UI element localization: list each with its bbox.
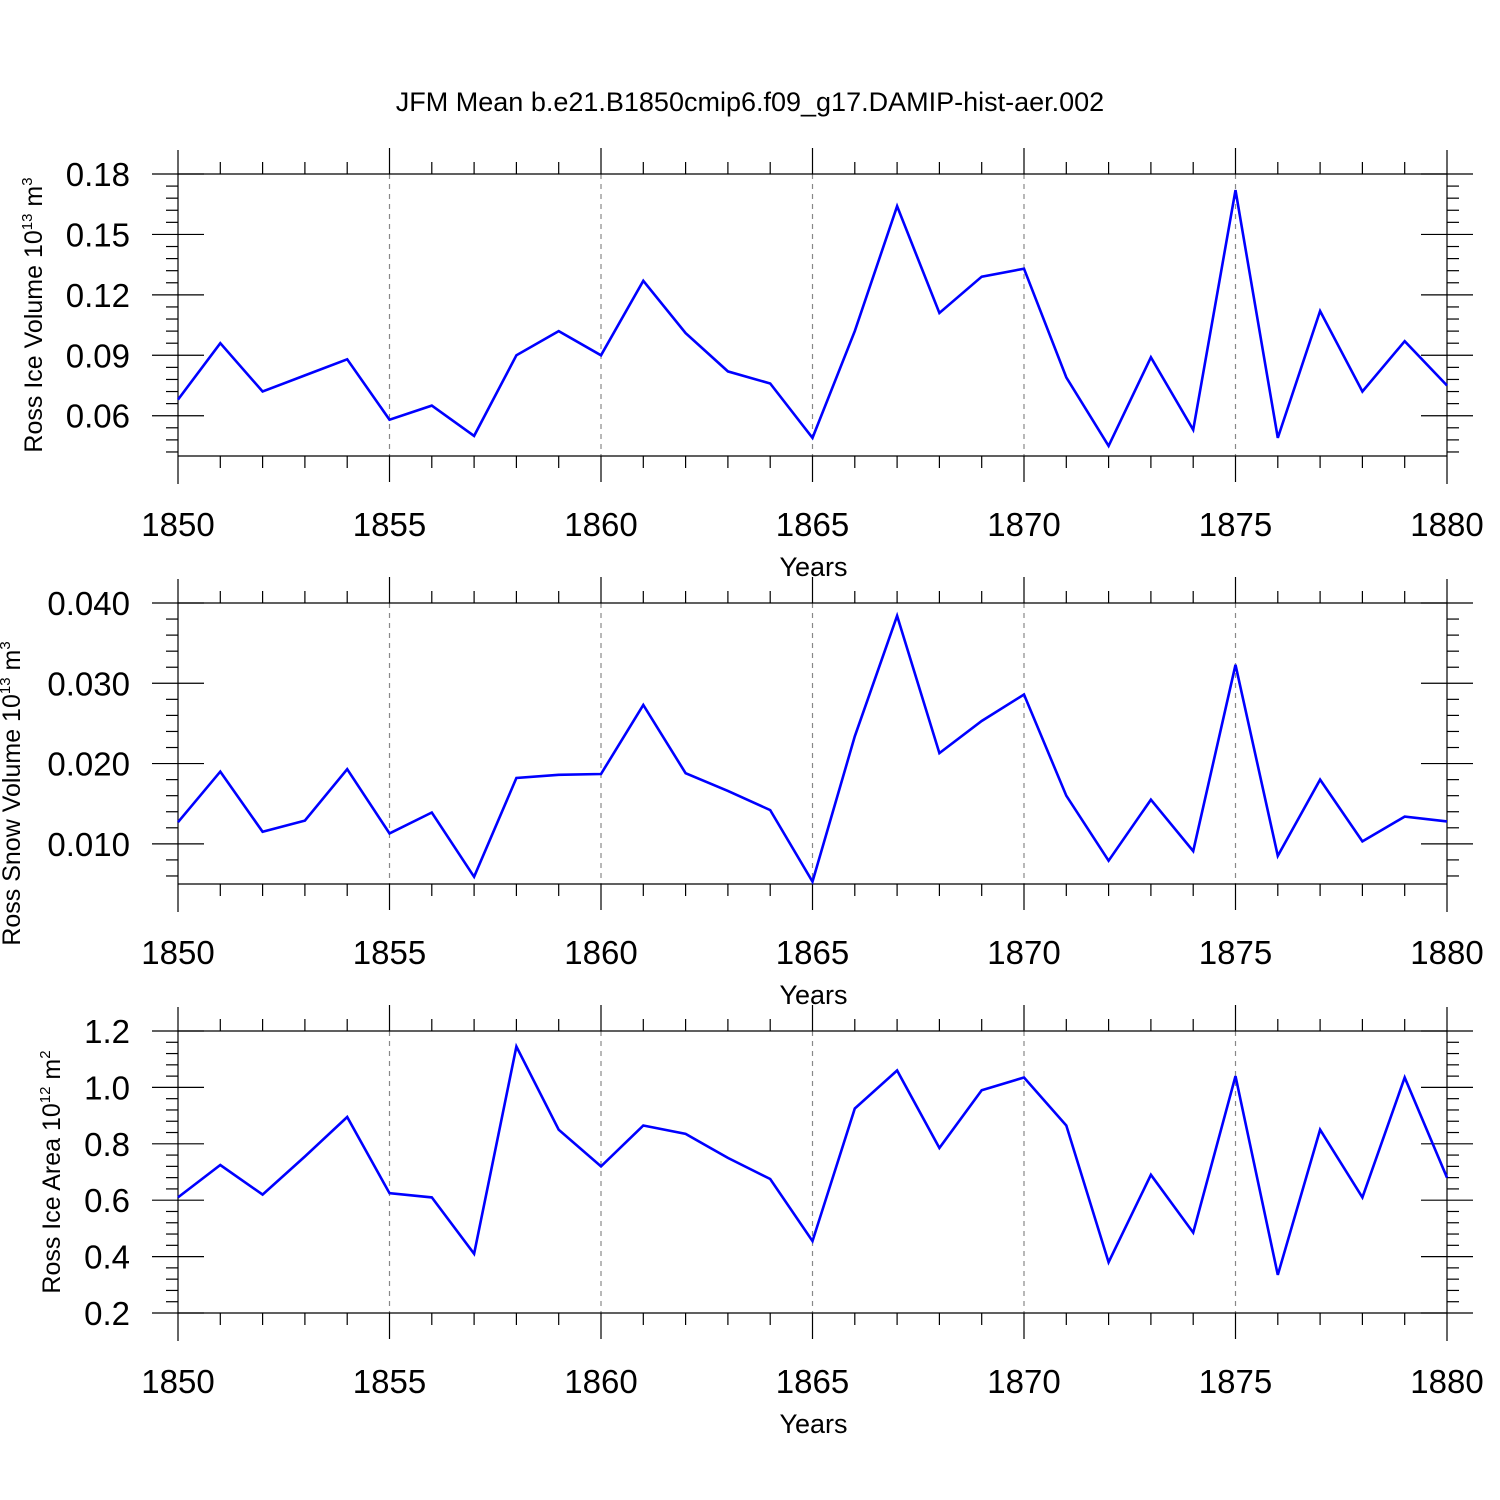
series-line-3	[177, 1042, 1449, 1276]
x-tick-label: 1855	[353, 1363, 426, 1400]
x-tick-label: 1860	[564, 506, 637, 543]
y-tick-label: 0.15	[66, 216, 130, 253]
x-tick-label: 1870	[987, 1363, 1060, 1400]
x-tick-label: 1880	[1410, 934, 1483, 971]
x-tick-label: 1850	[141, 1363, 214, 1400]
x-tick-label: 1850	[141, 934, 214, 971]
y-tick-label: 0.030	[47, 665, 130, 702]
x-tick-label: 1880	[1410, 1363, 1483, 1400]
y-tick-label: 0.06	[66, 398, 130, 435]
x-tick-label: 1880	[1410, 506, 1483, 543]
y-tick-label: 0.09	[66, 337, 130, 374]
x-tick-label: 1875	[1199, 934, 1272, 971]
panel-1: 1850 1855 1860 1865 1870 1875 1880 Years 0.06 0.0…	[19, 148, 1484, 582]
panel-2: 1850 1855 1860 1865 1870 1875 1880 Years 0.010 0.…	[0, 577, 1484, 1010]
y-axis-label: Ross Snow Volume 1013 m3	[0, 641, 26, 945]
y-axis-label: Ross Ice Area 1012 m2	[37, 1050, 66, 1293]
series-line-2	[177, 611, 1448, 885]
panel-3: 1850 1855 1860 1865 1870 1875 1880 Years 0.2 0.4 0…	[37, 1005, 1484, 1439]
y-tick-label: 0.12	[66, 277, 130, 314]
x-tick-label: 1860	[564, 1363, 637, 1400]
x-tick-label: 1850	[141, 506, 214, 543]
x-tick-label: 1855	[353, 934, 426, 971]
y-tick-label: 0.020	[47, 746, 130, 783]
y-axis-label: Ross Ice Volume 1013 m3	[19, 177, 48, 452]
x-tick-label: 1865	[776, 1363, 849, 1400]
y-tick-label: 0.4	[84, 1239, 130, 1276]
x-tick-label: 1865	[776, 934, 849, 971]
x-tick-label: 1870	[987, 934, 1060, 971]
y-tick-label: 0.040	[47, 585, 130, 622]
chart-title: JFM Mean b.e21.B1850cmip6.f09_g17.DAMIP-…	[396, 87, 1104, 117]
x-tick-label: 1860	[564, 934, 637, 971]
x-tick-label: 1875	[1199, 1363, 1272, 1400]
x-axis-label: Years	[779, 1409, 847, 1439]
series-line-1	[176, 189, 1448, 449]
x-tick-label: 1875	[1199, 506, 1272, 543]
x-tick-label: 1870	[987, 506, 1060, 543]
x-tick-label: 1855	[353, 506, 426, 543]
y-tick-label: 0.2	[84, 1295, 130, 1332]
y-tick-label: 0.010	[47, 826, 130, 863]
x-tick-label: 1865	[776, 506, 849, 543]
x-axis-label: Years	[779, 980, 847, 1010]
y-tick-label: 0.8	[84, 1126, 130, 1163]
x-axis-label: Years	[779, 552, 847, 582]
y-tick-label: 0.18	[66, 156, 130, 193]
y-tick-label: 1.0	[84, 1069, 130, 1106]
y-tick-label: 1.2	[84, 1013, 130, 1050]
y-tick-label: 0.6	[84, 1182, 130, 1219]
